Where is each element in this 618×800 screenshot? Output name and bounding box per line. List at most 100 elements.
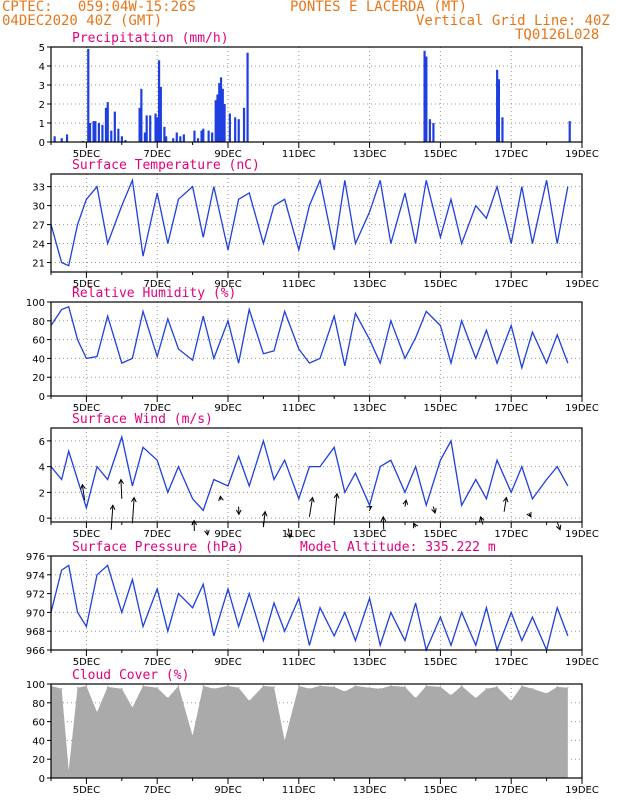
wind-arrowhead — [286, 532, 292, 539]
series-line — [50, 564, 569, 653]
x-tick-label: 17DEC — [494, 785, 528, 796]
cloud-point — [425, 685, 428, 687]
x-tick-label: 11DEC — [282, 657, 316, 668]
cloud-point — [531, 687, 534, 690]
y-tick-label: 968 — [26, 627, 45, 638]
x-tick-label: 5DEC — [73, 657, 100, 668]
cloud-point — [485, 687, 488, 690]
y-tick-label: 0 — [39, 774, 45, 785]
wind-arrow — [308, 497, 314, 517]
cloud-point — [368, 686, 371, 689]
x-tick-label: 19DEC — [565, 529, 599, 540]
precip-bar — [140, 88, 143, 142]
wind-arrowhead — [235, 509, 242, 516]
wind-arrowhead — [261, 510, 268, 517]
wind-arrowhead — [80, 483, 86, 490]
y-tick-label: 24 — [32, 240, 45, 251]
x-tick-label: 5DEC — [73, 529, 100, 540]
cloud-point — [283, 739, 286, 742]
y-tick-label: 60 — [32, 718, 45, 729]
panel-title: Surface Wind (m/s) — [72, 412, 213, 427]
y-tick-label: 0 — [39, 392, 45, 403]
y-tick-label: 972 — [26, 590, 45, 601]
wind-arrowhead — [131, 496, 137, 503]
wind-arrow — [432, 506, 436, 514]
wind-arrow — [287, 528, 291, 538]
precip-bar — [211, 132, 214, 142]
y-tick-label: 100 — [26, 298, 45, 309]
x-tick-label: 11DEC — [282, 149, 316, 160]
panel-title: Surface Pressure (hPa) — [72, 540, 244, 555]
wind-arrow — [503, 497, 507, 512]
x-tick-label: 11DEC — [282, 785, 316, 796]
x-tick-label: 11DEC — [282, 279, 316, 290]
precip-bar — [200, 130, 203, 142]
y-tick-label: 1 — [39, 119, 45, 130]
x-tick-label: 9DEC — [214, 529, 241, 540]
precip-bar — [172, 138, 175, 142]
y-tick-label: 5 — [39, 43, 45, 54]
x-tick-label: 11DEC — [282, 529, 316, 540]
cloud-point — [496, 686, 498, 688]
precip-bar — [145, 115, 148, 142]
precip-bar — [60, 138, 63, 142]
wind-arrowhead — [555, 524, 562, 531]
wind-arrowhead — [333, 492, 340, 499]
x-tick-label: 7DEC — [144, 657, 171, 668]
precip-bar — [207, 130, 210, 142]
precip-bar — [501, 117, 504, 142]
x-tick-label: 13DEC — [353, 403, 387, 414]
y-tick-label: 20 — [32, 755, 45, 766]
y-tick-label: 33 — [32, 183, 45, 194]
x-tick-label: 7DEC — [144, 529, 171, 540]
precip-bar — [149, 115, 152, 142]
cloud-point — [510, 700, 512, 702]
wind-arrowhead — [204, 529, 210, 536]
header-line2-right: Vertical Grid Line: 40Z — [416, 13, 610, 29]
wind-arrow — [480, 516, 484, 525]
y-tick-label: 40 — [32, 354, 45, 365]
wind-arrow — [382, 516, 385, 530]
y-tick-label: 27 — [32, 221, 45, 232]
y-tick-label: 40 — [32, 736, 45, 747]
panel-title: Cloud Cover (%) — [72, 668, 189, 683]
y-tick-label: 0 — [39, 514, 45, 525]
cloud-point — [404, 686, 406, 688]
precip-bar — [242, 107, 246, 142]
cloud-point — [76, 686, 79, 689]
wind-arrowhead — [366, 505, 373, 512]
x-tick-label: 7DEC — [144, 403, 171, 414]
precip-bar — [425, 56, 428, 142]
cloud-point — [202, 685, 205, 687]
y-tick-label: 3 — [39, 81, 45, 92]
precip-bar — [65, 134, 69, 142]
header-line1-right: PONTES E LACERDA (MT) — [290, 0, 468, 15]
precip-bar — [432, 123, 435, 142]
panel-3 — [47, 427, 583, 539]
x-tick-label: 5DEC — [73, 149, 100, 160]
y-tick-label: 976 — [26, 552, 45, 563]
y-tick-label: 21 — [32, 259, 45, 270]
cloud-point — [237, 686, 240, 689]
cloud-area — [51, 685, 568, 778]
precip-bar — [496, 69, 499, 142]
cloud-point — [460, 685, 463, 687]
wind-arrowhead — [309, 496, 315, 503]
header-line2-left: 04DEC2020 40Z (GMT) — [2, 13, 163, 29]
y-tick-label: 100 — [26, 680, 45, 691]
y-tick-label: 2 — [39, 488, 45, 499]
precip-bar — [101, 124, 104, 142]
wind-arrow — [81, 484, 86, 501]
cloud-point — [177, 685, 180, 687]
precip-bar — [143, 132, 147, 142]
precip-bar — [497, 79, 501, 142]
precip-bar — [202, 128, 205, 142]
wind-arrowhead — [479, 515, 485, 522]
cloud-point — [475, 697, 477, 699]
x-tick-label: 15DEC — [424, 785, 458, 796]
panel-0 — [47, 46, 583, 148]
cloud-point — [67, 769, 70, 772]
cloud-point — [439, 686, 442, 688]
x-tick-label: 17DEC — [494, 657, 528, 668]
